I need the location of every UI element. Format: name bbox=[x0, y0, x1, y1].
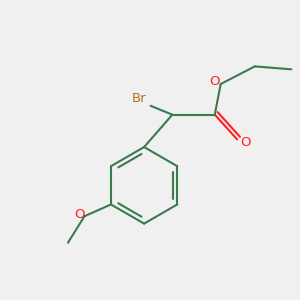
Text: O: O bbox=[74, 208, 85, 221]
Text: O: O bbox=[209, 75, 220, 88]
Text: O: O bbox=[240, 136, 251, 149]
Text: Br: Br bbox=[132, 92, 147, 105]
